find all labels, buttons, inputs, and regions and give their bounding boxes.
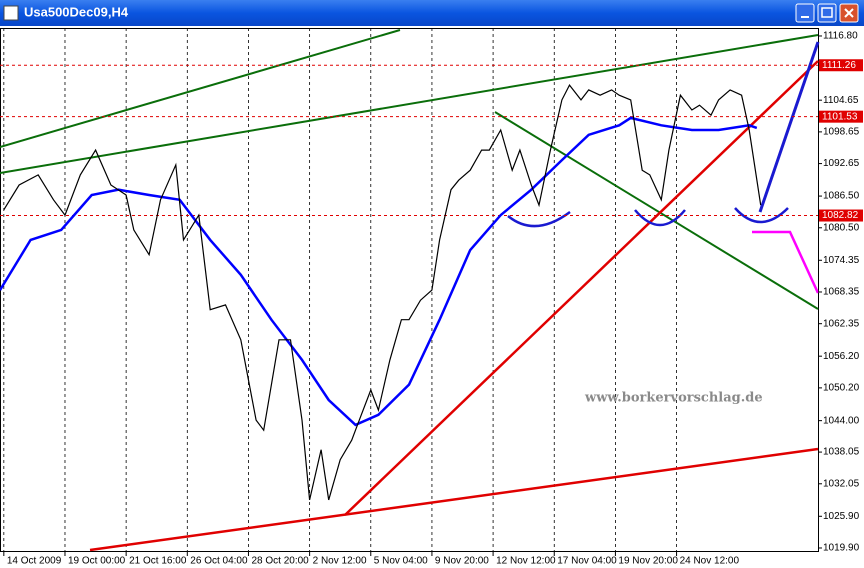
level-tag [819, 59, 863, 72]
level-tag [819, 110, 863, 123]
watermark: www.borkervorschlag.de [584, 391, 763, 406]
y-tick-label: 1086.50 [823, 191, 860, 202]
x-tick-label: 9 Nov 20:00 [435, 556, 489, 567]
level-label: 1101.53 [822, 111, 858, 122]
y-tick-label: 1068.35 [823, 287, 860, 298]
drawn-objects [0, 29, 820, 552]
y-tick-label: 1104.65 [823, 95, 859, 106]
y-tick-label: 1038.05 [823, 447, 860, 458]
x-tick-label: 26 Oct 04:00 [190, 556, 248, 567]
y-tick-label: 1092.65 [823, 158, 860, 169]
y-tick-label: 1032.05 [823, 478, 860, 489]
y-tick-label: 1056.20 [823, 351, 860, 362]
level-label: 1082.82 [822, 210, 859, 221]
y-tick-label: 1074.35 [823, 255, 860, 266]
x-tick-label: 5 Nov 04:00 [374, 556, 428, 567]
y-tick-label: 1044.00 [823, 415, 860, 426]
title-bar [0, 0, 864, 26]
x-tick-label: 28 Oct 20:00 [251, 556, 309, 567]
maximize-button[interactable] [817, 3, 837, 23]
y-tick-label: 1116.80 [823, 31, 858, 42]
moving-average [0, 116, 758, 427]
x-tick-label: 19 Oct 00:00 [68, 556, 126, 567]
x-tick-label: 19 Nov 20:00 [618, 556, 678, 567]
y-tick-label: 1050.20 [823, 383, 860, 394]
app-icon [3, 5, 19, 21]
x-tick-label: 14 Oct 2009 [7, 556, 62, 567]
minimize-button[interactable] [795, 3, 815, 23]
level-tag [819, 209, 863, 222]
y-tick-label: 1098.65 [823, 127, 860, 138]
window-title: Usa500Dec09,H4 [24, 4, 129, 19]
x-tick-label: 17 Nov 04:00 [557, 556, 617, 567]
y-tick-label: 1025.90 [823, 511, 860, 522]
y-tick-label: 1062.35 [823, 318, 860, 329]
price-line [3, 83, 762, 501]
x-tick-label: 24 Nov 12:00 [680, 556, 740, 567]
x-tick-label: 12 Nov 12:00 [496, 556, 556, 567]
y-tick-label: 1019.90 [823, 543, 860, 554]
x-tick-label: 2 Nov 12:00 [313, 556, 367, 567]
x-tick-label: 21 Oct 16:00 [129, 556, 187, 567]
level-label: 1111.26 [822, 60, 856, 71]
y-tick-label: 1080.50 [823, 222, 860, 233]
